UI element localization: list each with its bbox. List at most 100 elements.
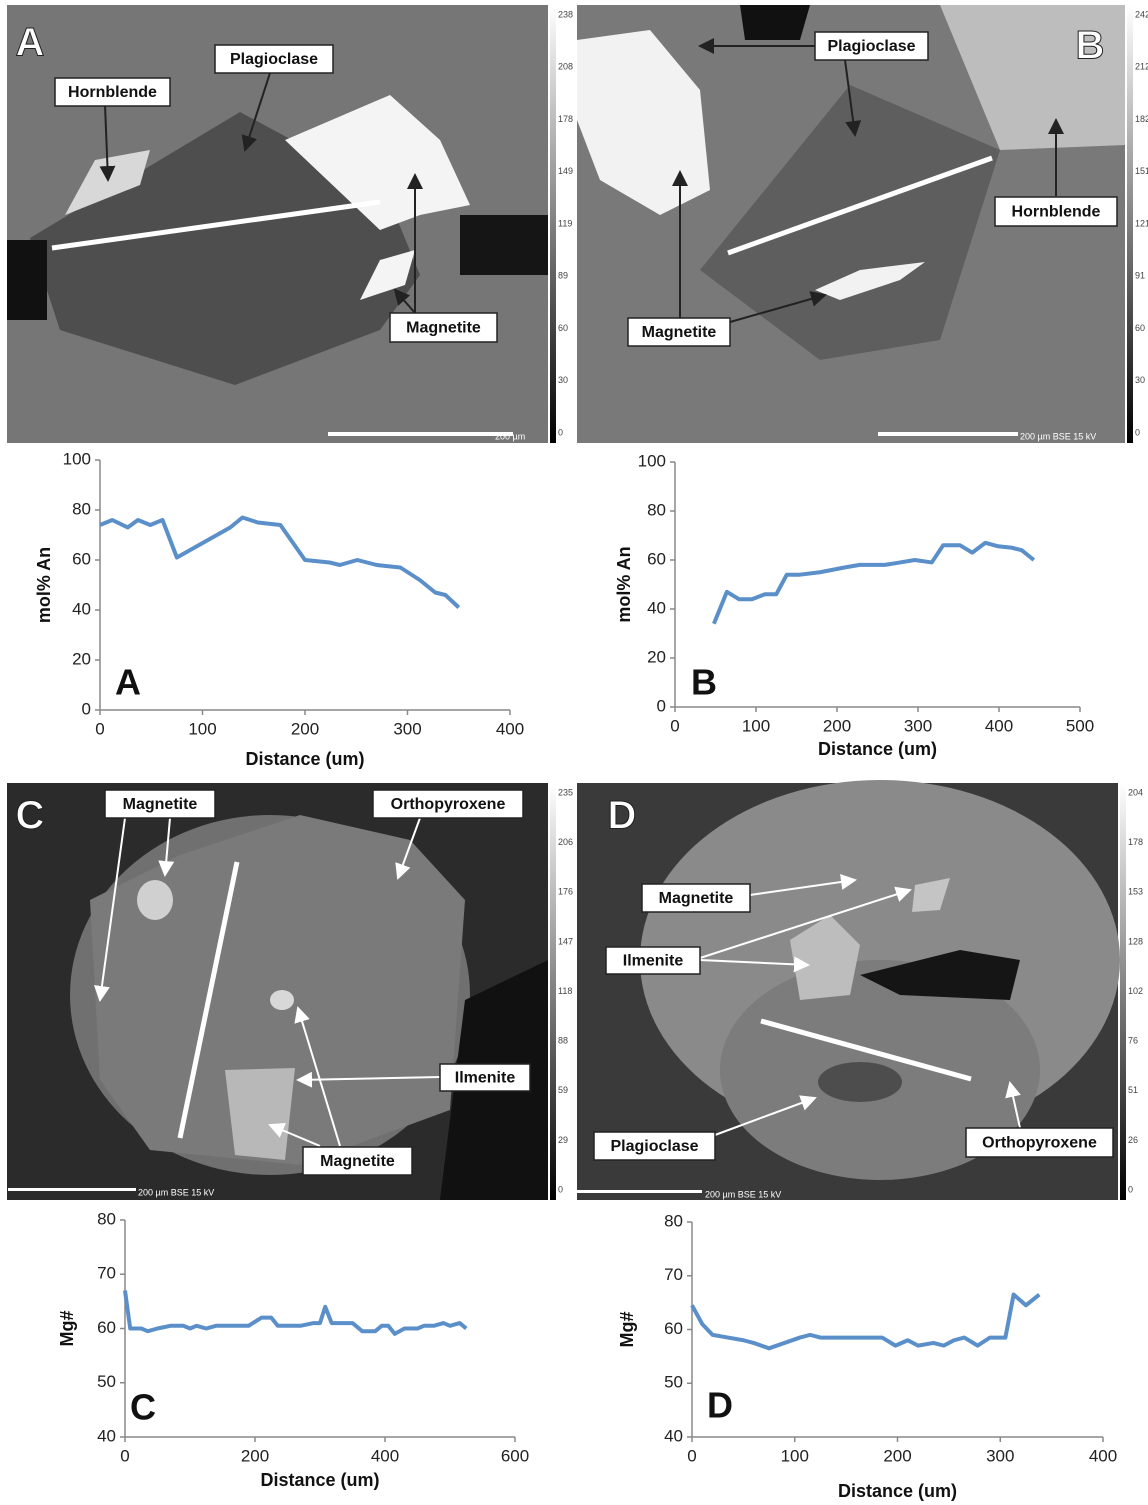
x-axis-title: Distance (um) — [260, 1470, 379, 1490]
label-box — [814, 31, 929, 61]
y-tick-label: 50 — [664, 1373, 683, 1392]
panel-letter: A — [16, 21, 45, 65]
colorbar-label: 30 — [558, 375, 568, 385]
mineral-label: Plagioclase — [827, 38, 915, 55]
colorbar-label: 178 — [1128, 837, 1143, 847]
bse-image-b — [577, 5, 1125, 443]
y-tick-label: 60 — [664, 1319, 683, 1338]
scale-bar-label: 200 µm BSE 15 kV — [705, 1189, 781, 1199]
colorbar-label: 91 — [1135, 271, 1145, 281]
colorbar-label: 153 — [1128, 887, 1143, 897]
label-box — [302, 1146, 413, 1176]
colorbar-label: 206 — [558, 837, 573, 847]
colorbar-label: 0 — [1128, 1184, 1133, 1194]
mineral-label: Plagioclase — [610, 1138, 698, 1155]
y-tick-label: 70 — [664, 1265, 683, 1284]
panel-annotation: B — [691, 662, 717, 703]
data-line — [712, 540, 1036, 625]
colorbar-label: 151 — [1135, 166, 1148, 176]
mineral-label: Hornblende — [1012, 204, 1101, 221]
colorbar-label: 60 — [1135, 323, 1145, 333]
colorbar-label: 238 — [558, 9, 573, 19]
x-tick-label: 200 — [291, 719, 319, 738]
data-line — [99, 515, 461, 609]
scale-bar-label: 200 µm BSE 15 kV — [1020, 431, 1096, 441]
y-tick-label: 100 — [63, 449, 91, 468]
y-tick-label: 40 — [97, 1426, 116, 1445]
colorbar-label: 235 — [558, 787, 573, 797]
y-tick-label: 20 — [647, 647, 666, 666]
colorbar-label: 149 — [558, 166, 573, 176]
y-tick-label: 50 — [97, 1372, 116, 1391]
mineral-label: Magnetite — [642, 324, 717, 341]
x-axis-title: Distance (um) — [818, 739, 937, 759]
arrows — [93, 38, 1064, 1147]
panel-letter: B — [1076, 24, 1105, 68]
colorbar-label: 119 — [558, 218, 572, 228]
scale-bar-label: 200 µm BSE 15 kV — [138, 1187, 214, 1197]
y-tick-label: 60 — [97, 1318, 116, 1337]
mineral-label: Orthopyroxene — [982, 1135, 1097, 1152]
colorbar-label: 30 — [1135, 375, 1145, 385]
colorbar-label: 212 — [1135, 62, 1148, 72]
x-tick-label: 100 — [188, 719, 216, 738]
x-tick-label: 100 — [781, 1446, 809, 1465]
colorbar-label: 0 — [1135, 427, 1140, 437]
colorbar-label: 89 — [558, 271, 568, 281]
colorbar-label: 76 — [1128, 1036, 1138, 1046]
colorbar — [1127, 5, 1133, 443]
colorbar-label: 0 — [558, 1184, 563, 1194]
x-axis-title: Distance (um) — [245, 749, 364, 769]
bse-image-a — [7, 5, 548, 443]
y-tick-label: 20 — [72, 649, 91, 668]
panel-letter: C — [16, 794, 45, 838]
mineral-label: Orthopyroxene — [391, 796, 506, 813]
panel-letter: D — [608, 794, 637, 838]
y-tick-label: 60 — [72, 549, 91, 568]
x-tick-label: 400 — [1089, 1446, 1117, 1465]
x-axis-title: Distance (um) — [838, 1481, 957, 1501]
x-tick-label: 600 — [501, 1446, 529, 1465]
colorbar-label: 59 — [558, 1085, 568, 1095]
colorbar — [550, 5, 556, 443]
label-box — [54, 77, 171, 107]
label-box — [214, 44, 334, 74]
colorbar-label: 121 — [1135, 218, 1148, 228]
colorbar-label: 51 — [1128, 1085, 1138, 1095]
panel-annotation: C — [130, 1387, 156, 1428]
x-tick-label: 0 — [670, 716, 679, 735]
x-tick-label: 500 — [1066, 716, 1094, 735]
label-box — [627, 317, 731, 347]
mineral-label: Plagioclase — [230, 51, 318, 68]
x-tick-label: 400 — [496, 719, 524, 738]
x-tick-label: 300 — [393, 719, 421, 738]
y-tick-label: 0 — [82, 699, 91, 718]
label-box — [605, 946, 701, 975]
data-line — [690, 1292, 1041, 1351]
y-tick-label: 80 — [72, 499, 91, 518]
x-tick-label: 200 — [883, 1446, 911, 1465]
y-axis-title: mol% An — [614, 546, 634, 622]
label-box — [965, 1127, 1114, 1158]
colorbar-label: 118 — [558, 986, 572, 996]
label-box — [641, 883, 751, 913]
x-tick-label: 0 — [95, 719, 104, 738]
colorbar — [550, 783, 556, 1200]
mineral-label: Ilmenite — [455, 1070, 516, 1087]
y-tick-label: 60 — [647, 549, 666, 568]
x-tick-label: 400 — [371, 1446, 399, 1465]
colorbar-label: 178 — [558, 114, 573, 124]
y-axis-title: Mg# — [617, 1312, 637, 1348]
y-tick-label: 100 — [638, 451, 666, 470]
y-axis-title: mol% An — [34, 547, 54, 623]
bse-image-c — [7, 783, 548, 1200]
mineral-label: Magnetite — [406, 320, 481, 337]
colorbar — [1120, 783, 1126, 1200]
y-tick-label: 80 — [664, 1211, 683, 1230]
x-tick-label: 200 — [823, 716, 851, 735]
x-tick-label: 0 — [687, 1446, 696, 1465]
mineral-label: Magnetite — [659, 890, 734, 907]
y-tick-label: 40 — [664, 1426, 683, 1445]
y-axis-title: Mg# — [57, 1311, 77, 1347]
colorbar-label: 60 — [558, 323, 568, 333]
